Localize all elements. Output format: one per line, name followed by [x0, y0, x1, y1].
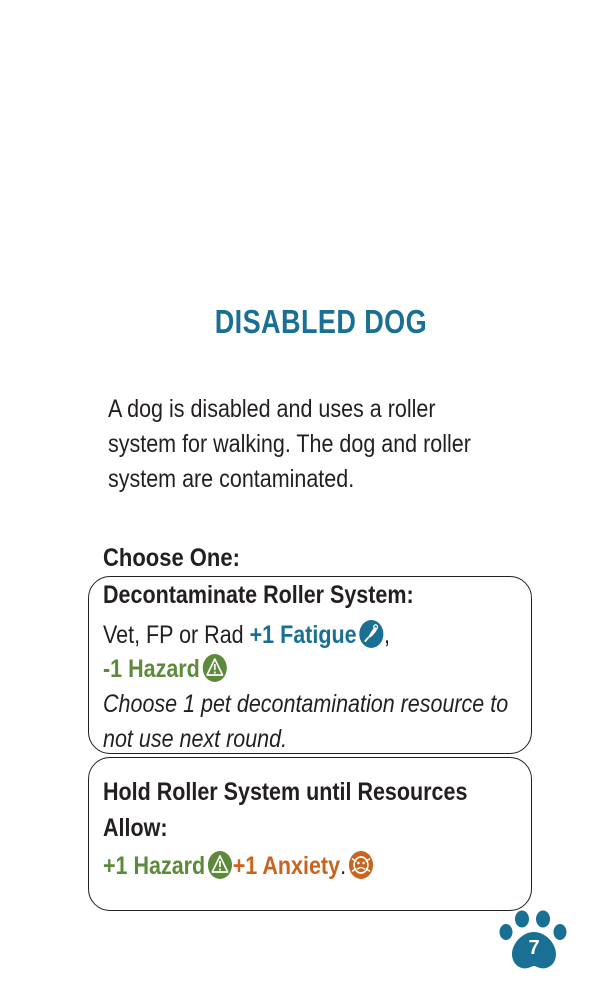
warning-icon: [202, 654, 227, 682]
option1-comma: ,: [384, 621, 391, 649]
option1-note-line1: Choose 1 pet decontamination resource to: [103, 690, 509, 718]
option2-hazard: +1 Hazard: [103, 852, 206, 880]
option-hold-roller[interactable]: [88, 757, 532, 911]
option1-fatigue: +1 Fatigue: [249, 621, 357, 649]
helper-hand-icon: [359, 620, 384, 648]
choose-label: Choose One:: [103, 544, 240, 572]
warning-icon: [207, 851, 232, 879]
option2-period: .: [340, 852, 347, 880]
card-description: A dog is disabled and uses a roller syst…: [108, 395, 471, 493]
page-number: 7: [528, 937, 540, 959]
option1-roles: Vet, FP or Rad: [103, 621, 244, 649]
paw-icon: [499, 910, 567, 969]
option2-heading-line2: Allow:: [103, 814, 168, 842]
option1-hazard-line: -1 Hazard: [103, 653, 227, 684]
option1-note-line2: not use next round.: [103, 725, 288, 753]
anxiety-face-icon: [348, 851, 373, 879]
option2-heading-line1: Hold Roller System until Resources: [103, 778, 468, 806]
card-title: DISABLED DOG: [214, 303, 428, 340]
option2-effects: +1 Hazard +1 Anxiety.: [103, 850, 374, 881]
option2-anxiety: +1 Anxiety: [232, 852, 341, 880]
option1-hazard: -1 Hazard: [103, 655, 200, 683]
option1-effects: Vet, FP or Rad +1 Fatigue ,: [103, 619, 390, 650]
option1-heading: Decontaminate Roller System:: [103, 581, 414, 609]
option-decontaminate[interactable]: [88, 576, 532, 754]
